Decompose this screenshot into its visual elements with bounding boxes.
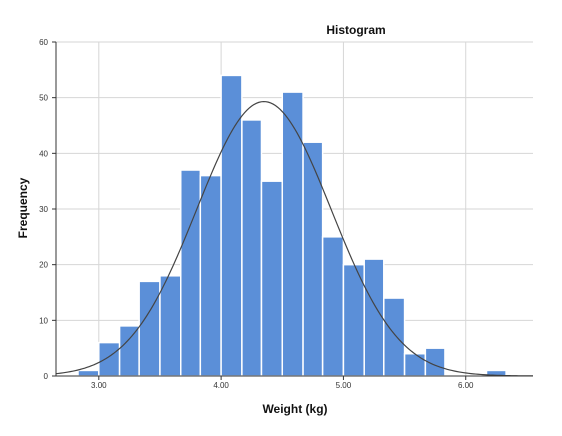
y-tick-label: 60	[39, 38, 48, 47]
histogram-bar	[241, 119, 263, 377]
tick-labels: 0 10 20 30 40 50 60 3.00 4.00 5.00 6.00	[39, 38, 474, 390]
y-tick-label: 10	[39, 316, 48, 325]
chart-title: Histogram	[326, 23, 385, 37]
y-axis-title: Frequency	[16, 177, 30, 238]
histogram-bar	[342, 263, 365, 377]
histogram-bar	[363, 258, 385, 377]
histogram-bar	[77, 369, 100, 377]
histogram-bar	[98, 341, 121, 377]
x-axis-title: Weight (kg)	[262, 402, 327, 416]
histogram-bar	[199, 174, 222, 377]
y-tick-label: 0	[44, 372, 49, 381]
histogram-bar	[302, 141, 324, 377]
histogram-bar	[159, 275, 182, 377]
y-tick-label: 30	[39, 205, 48, 214]
histogram-bar	[138, 280, 161, 377]
histogram-bar	[260, 180, 284, 377]
histogram-bar	[321, 236, 345, 377]
x-tick-label: 4.00	[213, 381, 229, 390]
histogram-bar	[383, 297, 406, 377]
x-tick-label: 5.00	[336, 381, 352, 390]
histogram-bar	[281, 91, 304, 377]
bars	[77, 74, 507, 377]
axes	[52, 41, 533, 380]
y-tick-label: 40	[39, 149, 48, 158]
y-tick-label: 50	[39, 94, 48, 103]
y-tick-label: 20	[39, 261, 48, 270]
histogram-bar	[118, 325, 140, 377]
histogram-bar	[403, 352, 427, 377]
histogram-bar	[180, 169, 202, 377]
x-tick-label: 6.00	[458, 381, 474, 390]
x-tick-label: 3.00	[91, 381, 107, 390]
normal-curve	[55, 100, 534, 377]
